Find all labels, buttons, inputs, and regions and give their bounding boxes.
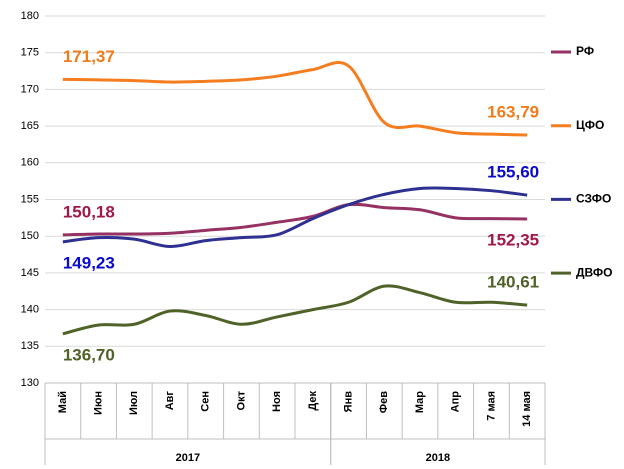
y-tick-label: 180 bbox=[21, 10, 39, 22]
data-label: 150,18 bbox=[63, 202, 115, 221]
data-label: 155,60 bbox=[487, 163, 539, 182]
group-label: 2018 bbox=[426, 452, 450, 464]
y-tick-label: 145 bbox=[21, 267, 39, 279]
x-tick-label: Май bbox=[57, 391, 69, 413]
x-tick-label: Сен bbox=[200, 391, 212, 412]
x-tick-label: Июн bbox=[92, 391, 104, 415]
line bbox=[62, 284, 528, 336]
y-tick-label: 170 bbox=[21, 83, 39, 95]
y-tick-label: 135 bbox=[21, 340, 39, 352]
line bbox=[62, 202, 528, 237]
y-tick-label: 165 bbox=[21, 120, 39, 132]
data-label: 136,70 bbox=[63, 345, 115, 364]
x-tick-label: Авг bbox=[164, 391, 176, 411]
data-label: 140,61 bbox=[487, 273, 539, 292]
y-tick-label: 160 bbox=[21, 157, 39, 169]
x-tick-label: Дек bbox=[307, 391, 319, 411]
y-tick-label: 155 bbox=[21, 193, 39, 205]
data-label: 171,37 bbox=[63, 47, 115, 66]
y-tick-label: 140 bbox=[21, 304, 39, 316]
line bbox=[62, 186, 528, 248]
x-tick-label: Окт bbox=[235, 390, 247, 410]
legend-label: РФ bbox=[576, 44, 594, 58]
data-label: 149,23 bbox=[63, 253, 115, 272]
line bbox=[62, 61, 528, 137]
x-tick-label: Мар bbox=[414, 391, 426, 413]
x-tick-label: Апр bbox=[450, 391, 462, 413]
y-tick-label: 150 bbox=[21, 230, 39, 242]
legend-label: ЦФО bbox=[576, 118, 604, 132]
group-label: 2017 bbox=[176, 452, 200, 464]
x-tick-label: Июл bbox=[128, 391, 140, 415]
data-label: 163,79 bbox=[487, 102, 539, 121]
x-tick-label: Янв bbox=[342, 391, 354, 413]
x-tick-label: 7 мая bbox=[485, 391, 497, 421]
x-tick-label: 14 мая bbox=[521, 391, 533, 427]
y-tick-label: 175 bbox=[21, 47, 39, 59]
y-tick-label: 130 bbox=[21, 377, 39, 389]
legend-label: ДВФО bbox=[576, 265, 613, 279]
legend-label: СЗФО bbox=[576, 192, 611, 206]
x-tick-label: Фев bbox=[378, 391, 390, 414]
x-tick-label: Ноя bbox=[271, 391, 283, 412]
data-label: 152,35 bbox=[487, 230, 539, 249]
